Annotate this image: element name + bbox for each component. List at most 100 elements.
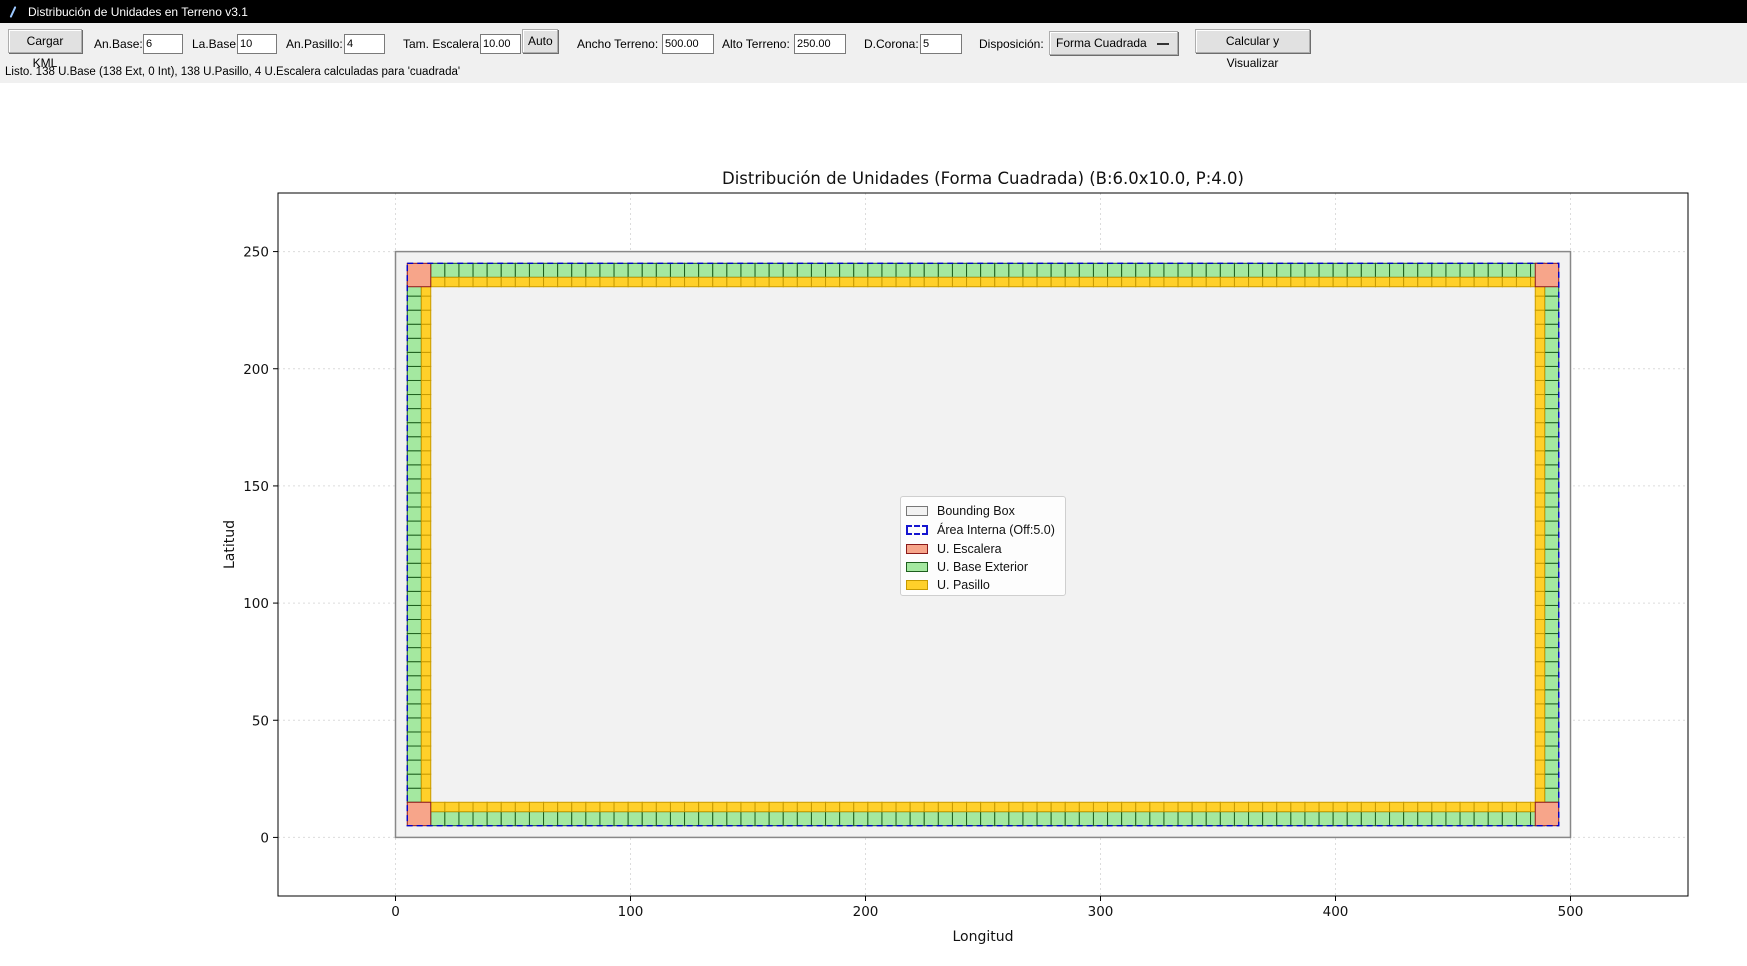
corridor-unit — [1036, 801, 1052, 813]
corridor-unit — [867, 276, 883, 288]
corridor-unit — [444, 801, 460, 813]
corridor-unit — [1318, 801, 1334, 813]
base-unit — [1501, 262, 1517, 278]
base-unit — [406, 295, 422, 311]
corridor-unit — [420, 323, 432, 339]
layout-select[interactable]: Forma Cuadrada — [1049, 31, 1178, 55]
corridor-unit — [1515, 801, 1532, 813]
corridor-unit — [867, 801, 883, 813]
base-unit — [444, 811, 460, 827]
corridor-unit — [1534, 745, 1546, 761]
stair-size-input[interactable] — [480, 34, 521, 54]
corridor-unit — [1107, 801, 1123, 813]
base-unit — [599, 811, 615, 827]
base-unit — [458, 811, 474, 827]
calculate-visualize-button[interactable]: Calcular y Visualizar — [1195, 29, 1310, 70]
base-unit — [1205, 262, 1221, 278]
auto-button[interactable]: Auto — [522, 29, 558, 53]
corridor-unit — [430, 276, 446, 288]
base-unit — [810, 811, 827, 827]
base-unit — [585, 262, 601, 278]
base-unit — [754, 811, 770, 827]
base-unit — [472, 811, 488, 827]
feather-icon — [6, 5, 20, 19]
corridor-unit — [420, 787, 432, 803]
corridor-unit — [937, 801, 953, 813]
crown-distance-input[interactable] — [920, 34, 962, 54]
base-unit — [1374, 811, 1391, 827]
base-unit — [1360, 811, 1376, 827]
corridor-unit — [627, 801, 643, 813]
corridor-unit — [1248, 801, 1264, 813]
base-unit — [1008, 811, 1024, 827]
corridor-unit — [684, 276, 700, 288]
corridor-unit — [1534, 534, 1546, 550]
corridor-unit — [655, 801, 671, 813]
corridor-unit — [1534, 520, 1546, 536]
corridor-unit — [1534, 703, 1546, 719]
window-title: Distribución de Unidades en Terreno v3.1 — [28, 4, 248, 19]
corridor-unit — [1346, 801, 1362, 813]
corridor-unit — [1290, 801, 1306, 813]
corridor-unit — [1473, 801, 1489, 813]
corridor-unit — [585, 276, 601, 288]
base-unit — [909, 811, 925, 827]
y-tick-label: 50 — [252, 713, 269, 729]
corridor-unit — [1534, 436, 1546, 452]
base-unit — [1544, 365, 1560, 381]
base-unit — [754, 262, 770, 278]
land-height-input[interactable] — [794, 34, 846, 54]
base-unit — [1064, 811, 1080, 827]
base-unit — [1318, 262, 1334, 278]
corridor-unit — [1262, 276, 1278, 288]
corridor-unit — [1036, 276, 1052, 288]
corridor-unit — [430, 801, 446, 813]
base-unit — [571, 811, 587, 827]
corridor-unit — [420, 408, 432, 424]
base-unit — [1304, 262, 1320, 278]
base-unit — [406, 408, 422, 424]
base-unit — [1064, 262, 1080, 278]
corridor-unit — [923, 276, 939, 288]
corridor-unit — [1149, 801, 1165, 813]
stair-unit — [1534, 262, 1560, 288]
base-unit — [557, 811, 573, 827]
corridor-unit — [909, 276, 925, 288]
base-unit — [1544, 295, 1560, 311]
base-unit — [1233, 262, 1250, 278]
corridor-width-input[interactable] — [344, 34, 385, 54]
base-unit — [655, 262, 671, 278]
corridor-unit — [1191, 801, 1207, 813]
corridor-unit — [1389, 801, 1405, 813]
corridor-unit — [1417, 801, 1433, 813]
base-unit — [684, 811, 700, 827]
corridor-unit — [613, 276, 629, 288]
base-unit — [514, 262, 530, 278]
x-tick-label: 200 — [853, 904, 879, 920]
corridor-unit — [1135, 801, 1151, 813]
corridor-unit — [994, 801, 1010, 813]
corridor-unit — [1445, 801, 1461, 813]
corridor-unit — [1534, 506, 1546, 522]
land-width-input[interactable] — [662, 34, 714, 54]
corridor-unit — [655, 276, 671, 288]
load-kml-button[interactable]: Cargar KML — [8, 29, 82, 70]
base-unit — [406, 590, 422, 606]
base-unit — [1389, 811, 1405, 827]
base-length-label: La.Base: — [192, 37, 240, 51]
base-length-input[interactable] — [237, 34, 277, 54]
corridor-unit — [1248, 276, 1264, 288]
base-unit — [867, 811, 883, 827]
corridor-unit — [557, 276, 573, 288]
corridor-unit — [420, 675, 432, 691]
units-group — [406, 262, 1560, 827]
base-width-input[interactable] — [143, 34, 183, 54]
stair-unit — [1534, 801, 1560, 827]
base-unit — [406, 689, 422, 705]
base-unit — [1248, 262, 1264, 278]
corridor-unit — [500, 801, 516, 813]
base-unit — [1544, 351, 1560, 367]
base-unit — [966, 262, 982, 278]
corridor-unit — [909, 801, 925, 813]
corridor-unit — [486, 276, 502, 288]
